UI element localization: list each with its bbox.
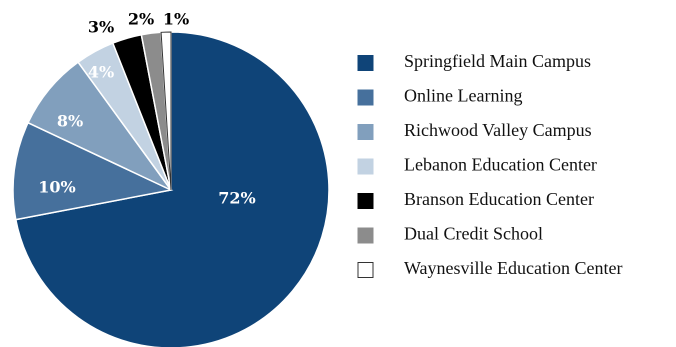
legend: Springfield Main Campus Online Learning Ri… bbox=[357, 51, 622, 278]
legend-label: Dual Credit School bbox=[404, 224, 543, 244]
slice-percent-label: 3% bbox=[88, 18, 114, 37]
legend-label: Richwood Valley Campus bbox=[404, 120, 592, 140]
legend-swatch bbox=[357, 262, 374, 278]
slice-percent-label: 1% bbox=[163, 10, 189, 29]
slice-percent-label: 10% bbox=[38, 178, 75, 197]
legend-swatch bbox=[357, 193, 374, 209]
legend-label: Waynesville Education Center bbox=[404, 258, 622, 278]
slice-percent-label: 8% bbox=[57, 112, 83, 131]
legend-swatch bbox=[357, 55, 374, 71]
slice-percent-label: 2% bbox=[128, 10, 154, 29]
legend-label: Online Learning bbox=[404, 86, 522, 106]
legend-swatch bbox=[357, 89, 374, 106]
legend-label: Springfield Main Campus bbox=[404, 51, 591, 71]
pie-slice-waynesville-education-center bbox=[160, 31, 172, 191]
pie-slices bbox=[12, 31, 330, 347]
legend-label: Branson Education Center bbox=[404, 189, 594, 209]
legend-swatch bbox=[357, 227, 374, 244]
pie-labels: 72% 10% 8% 4% 3% 2% 1% bbox=[38, 10, 255, 208]
pie-slice-online-learning bbox=[12, 121, 174, 221]
legend-label: Lebanon Education Center bbox=[404, 155, 597, 175]
pie-slice-springfield-main-campus bbox=[14, 31, 330, 347]
legend-swatch bbox=[357, 158, 374, 175]
slice-percent-label: 4% bbox=[88, 63, 114, 82]
slice-percent-label: 72% bbox=[218, 189, 255, 208]
legend-swatch bbox=[357, 124, 374, 140]
